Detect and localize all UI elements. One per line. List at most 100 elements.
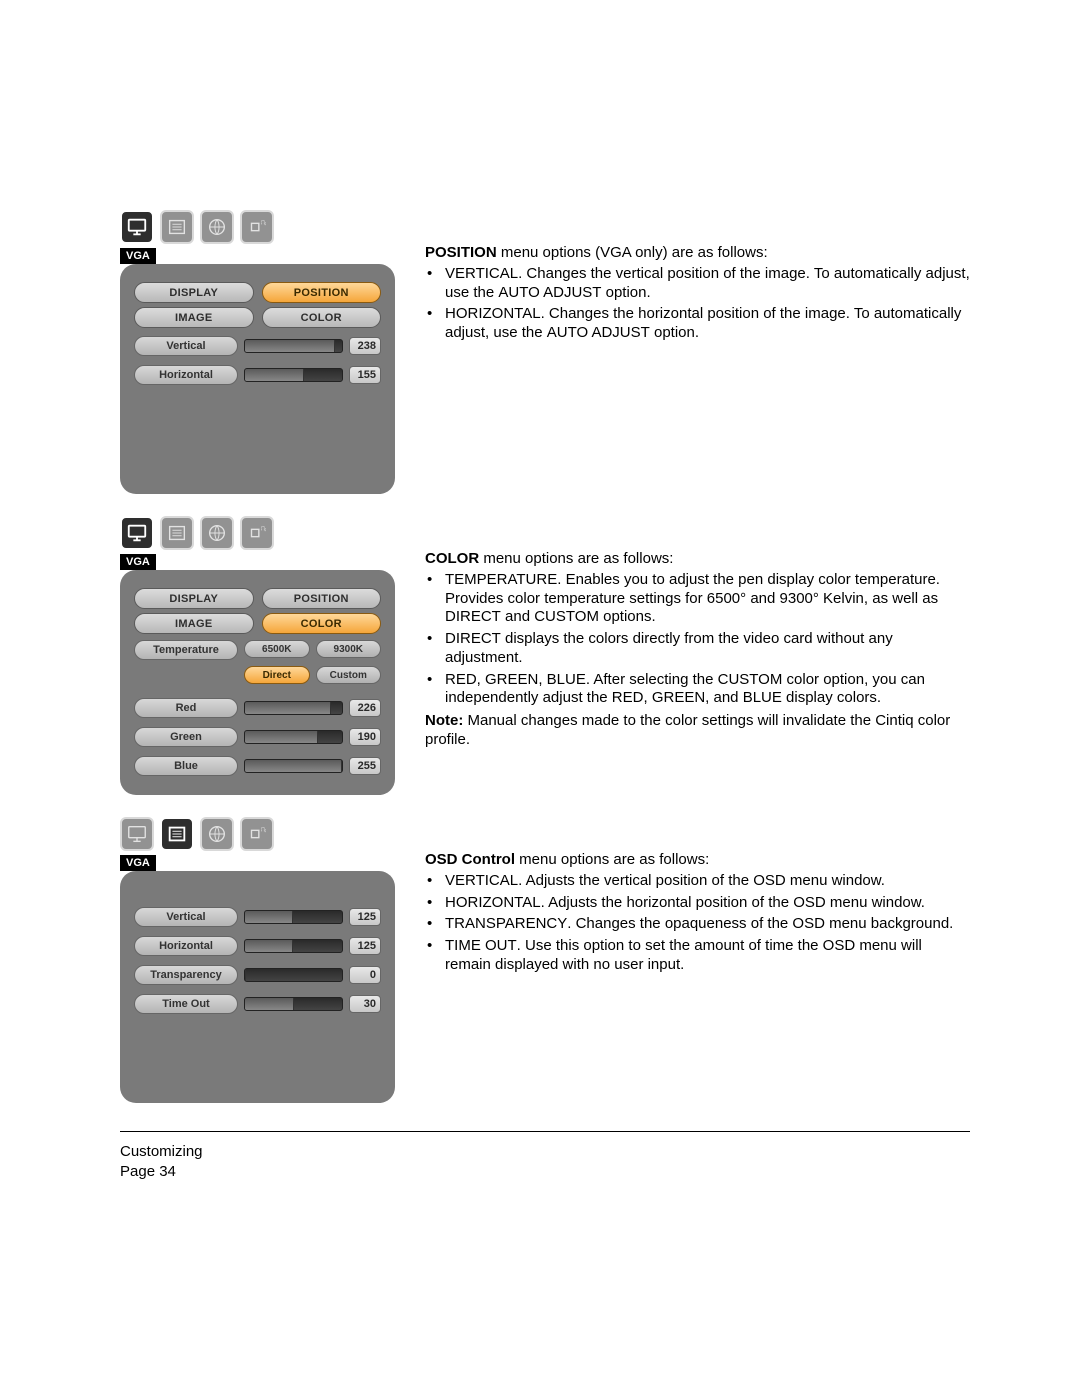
- bullet-item: TRANSPARENCY. Changes the opaqueness of …: [445, 915, 970, 934]
- scale-icon: [240, 210, 274, 244]
- slider-value-box: 226: [349, 699, 381, 717]
- btn-9300k[interactable]: 9300K: [316, 640, 382, 658]
- monitor-icon: [120, 210, 154, 244]
- vga-badge: VGA: [120, 855, 156, 871]
- bullet-item: VERTICAL. Changes the vertical position …: [445, 265, 970, 303]
- page-footer: Customizing Page 34: [120, 1142, 970, 1183]
- slider-row: Red 226: [134, 697, 381, 719]
- globe-icon: [200, 210, 234, 244]
- slider-track[interactable]: [244, 368, 343, 382]
- icon-strip: [120, 210, 395, 244]
- slider-value-box: 0: [349, 966, 381, 984]
- monitor-icon: [120, 817, 154, 851]
- slider-value: 238: [358, 340, 376, 352]
- bullet-item: TEMPERATURE. Enables you to adjust the p…: [445, 571, 970, 627]
- color-section: VGA DISPLAY POSITION IMAGE COLOR Tempera…: [120, 516, 970, 795]
- monitor-icon: [120, 516, 154, 550]
- slider-label: Transparency: [134, 965, 238, 985]
- btn-custom[interactable]: Custom: [316, 666, 382, 684]
- tab-color[interactable]: COLOR: [262, 613, 382, 634]
- slider-track[interactable]: [244, 339, 343, 353]
- footer-page-number: Page 34: [120, 1162, 970, 1182]
- position-panel: DISPLAY POSITION IMAGE COLOR Vertical 238…: [120, 264, 395, 494]
- position-heading: POSITION: [425, 244, 497, 261]
- slider-track[interactable]: [244, 910, 343, 924]
- osd-heading: OSD Control: [425, 851, 515, 868]
- globe-icon: [200, 516, 234, 550]
- slider-row: Horizontal 125: [134, 935, 381, 957]
- slider-label: Horizontal: [134, 936, 238, 956]
- bullet-item: RED, GREEN, BLUE. After selecting the CU…: [445, 671, 970, 709]
- menu-icon: [160, 210, 194, 244]
- slider-value: 0: [370, 969, 376, 981]
- slider-label: Red: [134, 698, 238, 718]
- slider-track[interactable]: [244, 701, 343, 715]
- osd-control-section: VGA Vertical 125 Horizontal 125 Transparency…: [120, 817, 970, 1103]
- slider-value-box: 190: [349, 728, 381, 746]
- tab-image[interactable]: IMAGE: [134, 307, 254, 328]
- vga-badge: VGA: [120, 554, 156, 570]
- scale-icon: [240, 817, 274, 851]
- slider-value: 190: [358, 731, 376, 743]
- slider-track[interactable]: [244, 939, 343, 953]
- color-text: COLOR menu options are as follows: TEMPE…: [425, 516, 970, 795]
- footer-divider: [120, 1131, 970, 1132]
- slider-row: Green 190: [134, 726, 381, 748]
- slider-value: 125: [358, 940, 376, 952]
- color-panel: DISPLAY POSITION IMAGE COLOR Temperature…: [120, 570, 395, 795]
- slider-row: Transparency 0: [134, 964, 381, 986]
- slider-row: Vertical 238: [134, 335, 381, 357]
- position-text: POSITION menu options (VGA only) are as …: [425, 210, 970, 494]
- bullet-item: HORIZONTAL. Adjusts the horizontal posit…: [445, 894, 970, 913]
- osd-control-panel: Vertical 125 Horizontal 125 Transparency 0 Tim…: [120, 871, 395, 1103]
- slider-value-box: 155: [349, 366, 381, 384]
- slider-value: 125: [358, 911, 376, 923]
- slider-row: Blue 255: [134, 755, 381, 777]
- slider-label: Horizontal: [134, 365, 238, 385]
- icon-strip: [120, 817, 395, 851]
- tab-position[interactable]: POSITION: [262, 588, 382, 609]
- bullet-item: DIRECT displays the colors directly from…: [445, 630, 970, 668]
- tab-image[interactable]: IMAGE: [134, 613, 254, 634]
- slider-row: Vertical 125: [134, 906, 381, 928]
- position-section: VGA DISPLAY POSITION IMAGE COLOR Vertica…: [120, 210, 970, 494]
- bullet-item: HORIZONTAL. Changes the horizontal posit…: [445, 305, 970, 343]
- slider-value: 155: [358, 369, 376, 381]
- slider-value-box: 255: [349, 757, 381, 775]
- temperature-label: Temperature: [134, 640, 238, 660]
- btn-6500k[interactable]: 6500K: [244, 640, 310, 658]
- slider-track[interactable]: [244, 968, 343, 982]
- menu-icon: [160, 817, 194, 851]
- color-osd-block: VGA DISPLAY POSITION IMAGE COLOR Tempera…: [120, 516, 395, 795]
- tab-color[interactable]: COLOR: [262, 307, 382, 328]
- slider-label: Green: [134, 727, 238, 747]
- menu-icon: [160, 516, 194, 550]
- slider-value: 255: [358, 760, 376, 772]
- slider-value-box: 125: [349, 937, 381, 955]
- slider-label: Blue: [134, 756, 238, 776]
- footer-section-name: Customizing: [120, 1142, 970, 1162]
- btn-direct[interactable]: Direct: [244, 666, 310, 684]
- globe-icon: [200, 817, 234, 851]
- slider-label: Vertical: [134, 907, 238, 927]
- color-heading: COLOR: [425, 550, 479, 567]
- tab-display[interactable]: DISPLAY: [134, 282, 254, 303]
- slider-value: 226: [358, 702, 376, 714]
- note-label: Note:: [425, 712, 463, 729]
- icon-strip: [120, 516, 395, 550]
- osd-control-text: OSD Control menu options are as follows:…: [425, 817, 970, 1103]
- slider-track[interactable]: [244, 730, 343, 744]
- vga-badge: VGA: [120, 248, 156, 264]
- position-osd-block: VGA DISPLAY POSITION IMAGE COLOR Vertica…: [120, 210, 395, 494]
- tab-display[interactable]: DISPLAY: [134, 588, 254, 609]
- slider-track[interactable]: [244, 997, 343, 1011]
- slider-track[interactable]: [244, 759, 343, 773]
- slider-value-box: 238: [349, 337, 381, 355]
- slider-value: 30: [364, 998, 376, 1010]
- slider-value-box: 30: [349, 995, 381, 1013]
- slider-label: Vertical: [134, 336, 238, 356]
- slider-label: Time Out: [134, 994, 238, 1014]
- slider-row: Horizontal 155: [134, 364, 381, 386]
- bullet-item: TIME OUT. Use this option to set the amo…: [445, 937, 970, 975]
- tab-position[interactable]: POSITION: [262, 282, 382, 303]
